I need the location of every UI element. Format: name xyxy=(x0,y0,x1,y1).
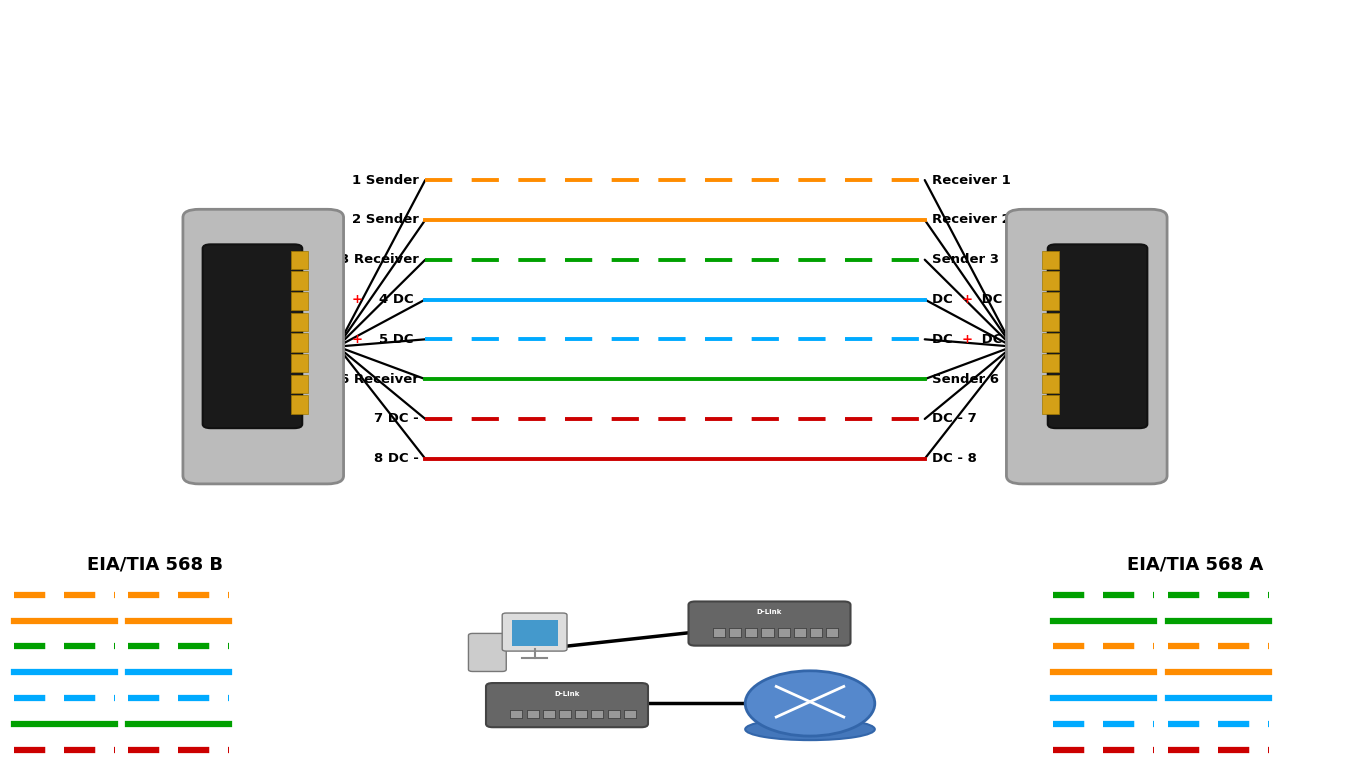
Bar xyxy=(826,628,838,637)
FancyBboxPatch shape xyxy=(292,333,308,352)
Bar xyxy=(761,628,774,637)
Text: Receiver 2: Receiver 2 xyxy=(931,214,1010,227)
Text: +: + xyxy=(352,293,418,306)
FancyBboxPatch shape xyxy=(292,292,308,310)
FancyBboxPatch shape xyxy=(512,620,558,646)
Text: 5 DC: 5 DC xyxy=(379,333,418,346)
Text: D-Link: D-Link xyxy=(555,691,579,697)
Text: EIA/TIA 568 A: EIA/TIA 568 A xyxy=(1127,555,1262,573)
Text: 8 DC -: 8 DC - xyxy=(374,452,418,465)
Bar xyxy=(608,710,620,718)
Bar xyxy=(778,628,790,637)
Text: 3 Receiver: 3 Receiver xyxy=(340,253,418,266)
FancyBboxPatch shape xyxy=(1042,292,1058,310)
Text: DC: DC xyxy=(931,333,957,346)
Text: 2 Sender: 2 Sender xyxy=(351,214,418,227)
FancyBboxPatch shape xyxy=(1042,333,1058,352)
Text: +: + xyxy=(352,333,418,346)
Text: D-Link: D-Link xyxy=(757,609,782,615)
FancyBboxPatch shape xyxy=(1042,375,1058,393)
Bar xyxy=(624,710,636,718)
FancyBboxPatch shape xyxy=(502,613,567,651)
FancyBboxPatch shape xyxy=(468,634,506,671)
Bar xyxy=(543,710,555,718)
Text: STRAIGHT THROUGH CABLE: STRAIGHT THROUGH CABLE xyxy=(200,15,1150,74)
Bar xyxy=(510,710,522,718)
FancyBboxPatch shape xyxy=(202,244,302,429)
Bar xyxy=(591,710,603,718)
Text: DC: DC xyxy=(977,293,1003,306)
Text: 6 Receiver: 6 Receiver xyxy=(340,372,418,386)
FancyBboxPatch shape xyxy=(1048,244,1148,429)
FancyBboxPatch shape xyxy=(292,271,308,290)
Text: DC: DC xyxy=(931,293,957,306)
FancyBboxPatch shape xyxy=(292,250,308,269)
FancyBboxPatch shape xyxy=(184,210,343,484)
Text: 1 Sender: 1 Sender xyxy=(351,174,418,187)
Circle shape xyxy=(745,670,875,736)
FancyBboxPatch shape xyxy=(292,375,308,393)
FancyBboxPatch shape xyxy=(688,601,850,646)
Text: DC - 8: DC - 8 xyxy=(931,452,976,465)
Text: Sender 3: Sender 3 xyxy=(931,253,999,266)
Text: +: + xyxy=(961,333,972,346)
Text: 7 DC -: 7 DC - xyxy=(374,412,418,425)
FancyBboxPatch shape xyxy=(1042,396,1058,414)
Bar xyxy=(526,710,539,718)
FancyBboxPatch shape xyxy=(1007,210,1166,484)
Bar xyxy=(794,628,806,637)
Text: EIA/TIA 568 B: EIA/TIA 568 B xyxy=(88,555,223,573)
FancyBboxPatch shape xyxy=(292,396,308,414)
FancyBboxPatch shape xyxy=(486,683,648,727)
FancyBboxPatch shape xyxy=(1042,250,1058,269)
Text: +: + xyxy=(961,293,972,306)
Text: DC: DC xyxy=(977,333,1003,346)
FancyBboxPatch shape xyxy=(1042,313,1058,331)
Text: DC - 7: DC - 7 xyxy=(931,412,976,425)
Text: Sender 6: Sender 6 xyxy=(931,372,999,386)
Text: Receiver 1: Receiver 1 xyxy=(931,174,1010,187)
Ellipse shape xyxy=(745,718,875,740)
FancyBboxPatch shape xyxy=(292,354,308,372)
Bar xyxy=(729,628,741,637)
Bar xyxy=(559,710,571,718)
FancyBboxPatch shape xyxy=(292,313,308,331)
Bar xyxy=(810,628,822,637)
Bar xyxy=(713,628,725,637)
FancyBboxPatch shape xyxy=(1042,271,1058,290)
FancyBboxPatch shape xyxy=(1042,354,1058,372)
Bar xyxy=(745,628,757,637)
Bar xyxy=(575,710,587,718)
Text: 4 DC: 4 DC xyxy=(379,293,418,306)
